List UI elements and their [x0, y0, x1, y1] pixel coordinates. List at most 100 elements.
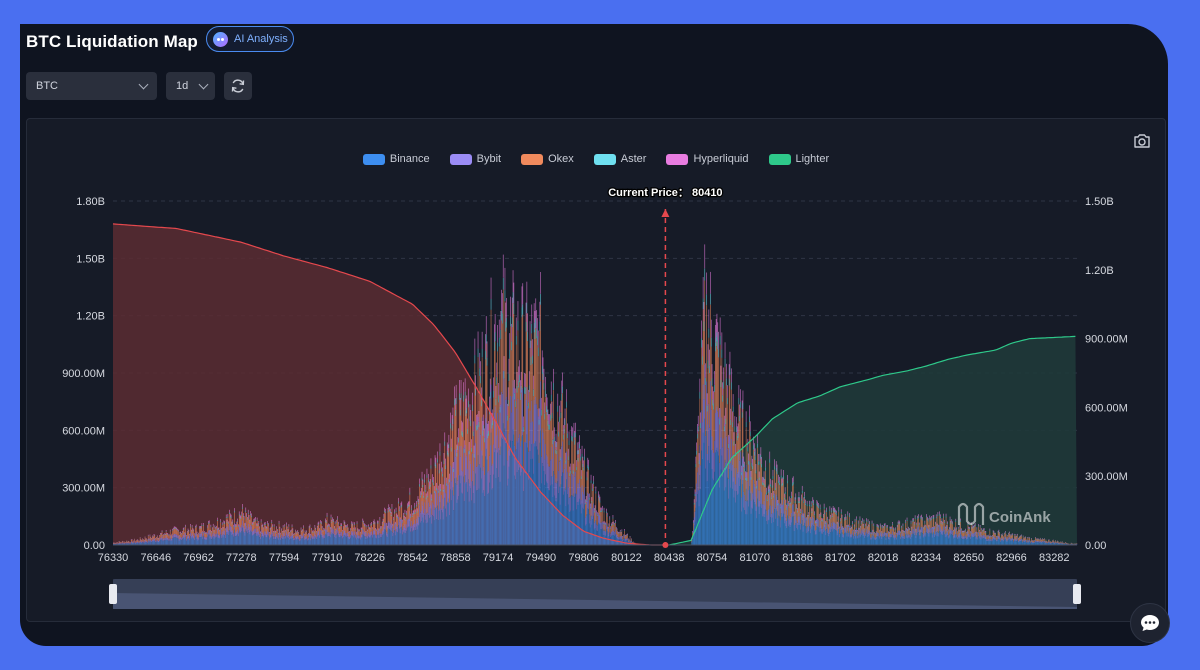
liquidation-bar-segment: [266, 534, 268, 538]
liquidation-bar-segment: [850, 536, 852, 545]
liquidation-bar-segment: [562, 393, 563, 442]
liquidation-bar-segment: [776, 474, 778, 497]
liquidation-bar-segment: [199, 528, 201, 534]
liquidation-bar-segment: [776, 471, 778, 475]
liquidation-bar-segment: [598, 512, 599, 523]
liquidation-bar-segment: [268, 531, 269, 536]
liquidation-bar-segment: [529, 348, 531, 411]
liquidation-bar-segment: [915, 538, 917, 545]
liquidation-bar-segment: [126, 541, 127, 543]
liquidation-bar-segment: [162, 536, 164, 540]
liquidation-bar-segment: [437, 505, 438, 545]
liquidation-bar-segment: [184, 533, 186, 538]
liquidation-bar-segment: [853, 531, 854, 536]
legend-item-aster[interactable]: Aster: [593, 153, 646, 165]
liquidation-bar-segment: [334, 528, 335, 534]
liquidation-bar-segment: [823, 526, 824, 532]
liquidation-bar-segment: [326, 516, 328, 526]
liquidation-bar-segment: [247, 509, 249, 513]
liquidation-bar-segment: [567, 438, 568, 473]
refresh-button[interactable]: [224, 72, 252, 100]
liquidation-bar-segment: [587, 468, 589, 493]
liquidation-bar-segment: [419, 484, 420, 487]
liquidation-bar-segment: [589, 503, 591, 507]
liquidation-bar-segment: [832, 509, 834, 511]
liquidation-bar-segment: [371, 524, 372, 532]
liquidation-bar-segment: [497, 413, 498, 453]
liquidation-bar-segment: [360, 531, 361, 533]
timeframe-select[interactable]: 1d: [166, 72, 215, 100]
liquidation-bar-segment: [708, 446, 710, 545]
liquidation-bar-segment: [478, 488, 480, 545]
liquidation-bar-segment: [224, 524, 225, 531]
liquidation-bar-segment: [904, 532, 905, 533]
liquidation-bar-segment: [538, 408, 540, 420]
camera-icon[interactable]: [1133, 133, 1151, 149]
liquidation-bar-segment: [485, 418, 486, 457]
liquidation-bar-segment: [559, 487, 561, 505]
liquidation-bar-segment: [204, 534, 206, 538]
liquidation-bar-segment: [905, 519, 906, 522]
liquidation-bar-segment: [814, 520, 816, 523]
liquidation-bar-segment: [262, 536, 264, 545]
liquidation-bar-segment: [873, 526, 875, 533]
liquidation-bar-segment: [801, 490, 803, 494]
liquidation-bar-segment: [927, 520, 929, 522]
liquidation-bar-segment: [204, 532, 206, 534]
symbol-select[interactable]: BTC: [26, 72, 157, 100]
liquidation-bar-segment: [922, 529, 924, 535]
liquidation-bar-segment: [797, 497, 799, 502]
liquidation-bar-segment: [966, 539, 967, 545]
liquidation-bar-segment: [616, 529, 618, 531]
liquidation-bar-segment: [482, 435, 484, 471]
liquidation-bar-segment: [159, 539, 160, 541]
liquidation-bar-segment: [715, 450, 717, 545]
liquidation-bar-segment: [857, 531, 858, 536]
liquidation-bar-segment: [786, 509, 788, 521]
legend-item-okex[interactable]: Okex: [521, 153, 574, 165]
liquidation-bar-segment: [312, 536, 314, 539]
liquidation-bar-segment: [333, 534, 334, 545]
liquidation-bar-segment: [775, 518, 776, 545]
liquidation-bar-segment: [293, 538, 294, 541]
liquidation-bar-segment: [927, 528, 928, 534]
liquidation-bar-segment: [355, 533, 357, 534]
liquidation-bar-segment: [481, 450, 482, 479]
legend-item-lighter[interactable]: Lighter: [768, 153, 829, 165]
liquidation-bar-segment: [709, 463, 710, 545]
liquidation-bar-segment: [220, 521, 221, 523]
liquidation-bar-segment: [870, 539, 871, 545]
liquidation-bar-segment: [423, 522, 424, 545]
liquidation-bar-segment: [741, 497, 742, 512]
liquidation-bar-segment: [457, 499, 459, 545]
liquidation-bar-segment: [337, 518, 338, 520]
liquidation-bar-segment: [932, 527, 934, 533]
liquidation-bar-segment: [364, 532, 366, 537]
liquidation-bar-segment: [354, 522, 355, 524]
liquidation-bar-segment: [541, 350, 543, 366]
liquidation-bar-segment: [165, 540, 166, 545]
liquidation-bar-segment: [179, 533, 181, 534]
ai-analysis-button[interactable]: AI Analysis: [206, 26, 294, 52]
liquidation-bar-segment: [398, 525, 399, 545]
legend-item-bybit[interactable]: Bybit: [449, 153, 501, 165]
liquidation-bar-segment: [247, 514, 249, 524]
liquidation-bar-segment: [569, 498, 571, 513]
liquidation-bar-segment: [491, 412, 493, 424]
liquidation-bar-segment: [485, 448, 487, 545]
liquidation-bar-segment: [535, 397, 537, 442]
liquidation-bar-segment: [232, 522, 234, 530]
liquidation-bar-segment: [147, 536, 149, 539]
liquidation-bar-segment: [526, 302, 528, 314]
liquidation-bar-segment: [709, 349, 710, 366]
legend-item-binance[interactable]: Binance: [362, 153, 430, 165]
liquidation-bar-segment: [416, 529, 418, 545]
liquidation-bar-segment: [388, 520, 390, 528]
liquidation-bar-segment: [745, 514, 746, 545]
legend-item-hyperliquid[interactable]: Hyperliquid: [666, 153, 749, 165]
liquidation-bar-segment: [394, 530, 395, 545]
liquidation-bar-segment: [351, 526, 353, 533]
liquidation-bar-segment: [129, 543, 130, 544]
liquidation-bar-segment: [424, 519, 426, 545]
liquidation-bar-segment: [390, 529, 391, 545]
